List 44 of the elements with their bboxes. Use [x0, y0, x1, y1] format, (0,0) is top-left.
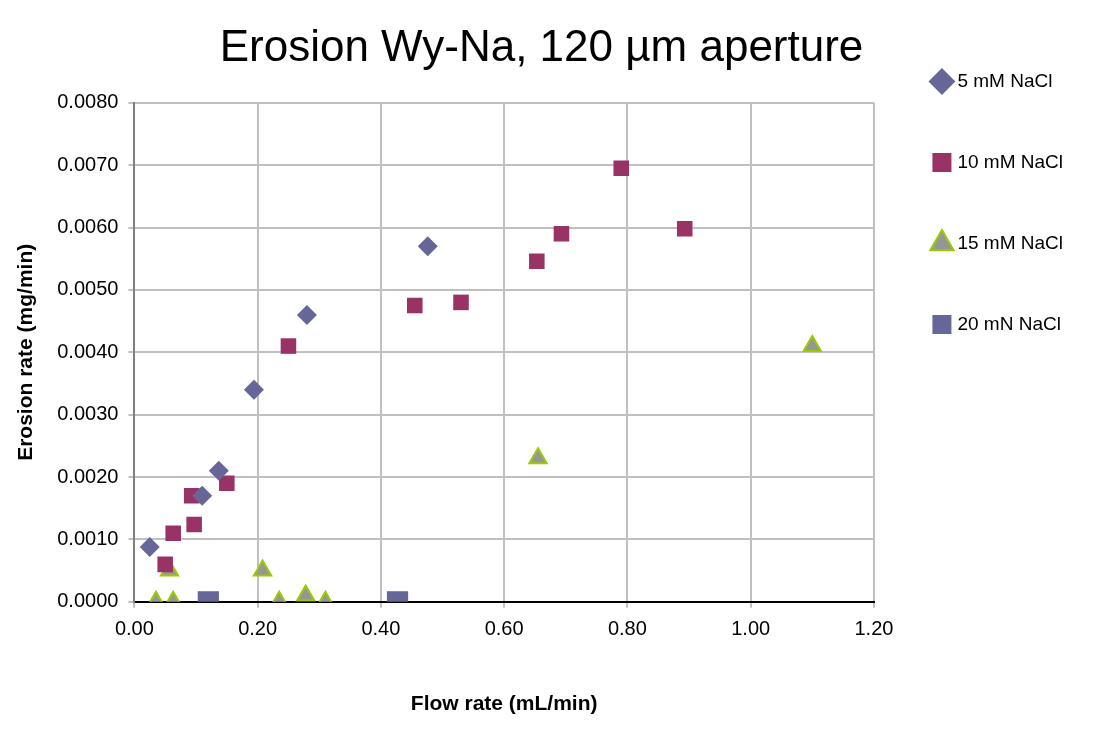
x-tick-label: 1.20 — [854, 617, 894, 640]
x-tick-label: 0.40 — [361, 617, 401, 640]
y-tick-label: 0.0000 — [57, 589, 119, 612]
point — [676, 221, 693, 237]
y-tick-label: 0.0030 — [57, 402, 119, 425]
x-axis-title: Flow rate (mL/min) — [410, 691, 598, 715]
y-tick-label: 0.0010 — [57, 526, 119, 549]
y-axis-title: Erosion rate (mg/min) — [13, 243, 37, 461]
point — [453, 294, 469, 311]
legend-label: 20 mN NaCl — [957, 312, 1061, 334]
y-tick-label: 0.0040 — [57, 339, 119, 362]
x-tick-label: 0.00 — [114, 617, 154, 640]
y-tick-label: 0.0060 — [57, 215, 119, 238]
point — [252, 559, 273, 577]
point — [296, 584, 316, 602]
y-tick-label: 0.0050 — [57, 277, 119, 300]
point — [553, 226, 570, 242]
x-tick-label: 1.00 — [731, 617, 771, 640]
point — [417, 236, 438, 257]
point — [186, 516, 202, 533]
y-tick-label: 0.0070 — [57, 152, 119, 175]
x-tick-label: 0.20 — [238, 617, 278, 640]
y-tick-label: 0.0020 — [57, 464, 119, 487]
legend-label: 10 mM NaCl — [957, 150, 1063, 172]
chart-title: Erosion Wy-Na, 120 µm aperture — [219, 20, 864, 70]
point — [192, 485, 213, 506]
point — [219, 475, 235, 492]
point — [296, 304, 317, 325]
point — [157, 556, 173, 573]
point — [528, 447, 548, 465]
y-tick-label: 0.0080 — [57, 90, 119, 113]
point — [407, 297, 423, 314]
legend-label: 15 mM NaCl — [957, 231, 1063, 253]
point — [280, 338, 297, 354]
point — [802, 335, 822, 353]
point — [243, 379, 264, 400]
point — [613, 160, 630, 177]
point — [529, 253, 545, 270]
point — [165, 525, 181, 541]
x-tick-label: 0.60 — [484, 617, 524, 640]
x-tick-label: 0.80 — [607, 617, 647, 640]
legend-label: 5 mM NaCl — [957, 69, 1053, 91]
point — [139, 536, 160, 557]
point — [208, 460, 229, 481]
